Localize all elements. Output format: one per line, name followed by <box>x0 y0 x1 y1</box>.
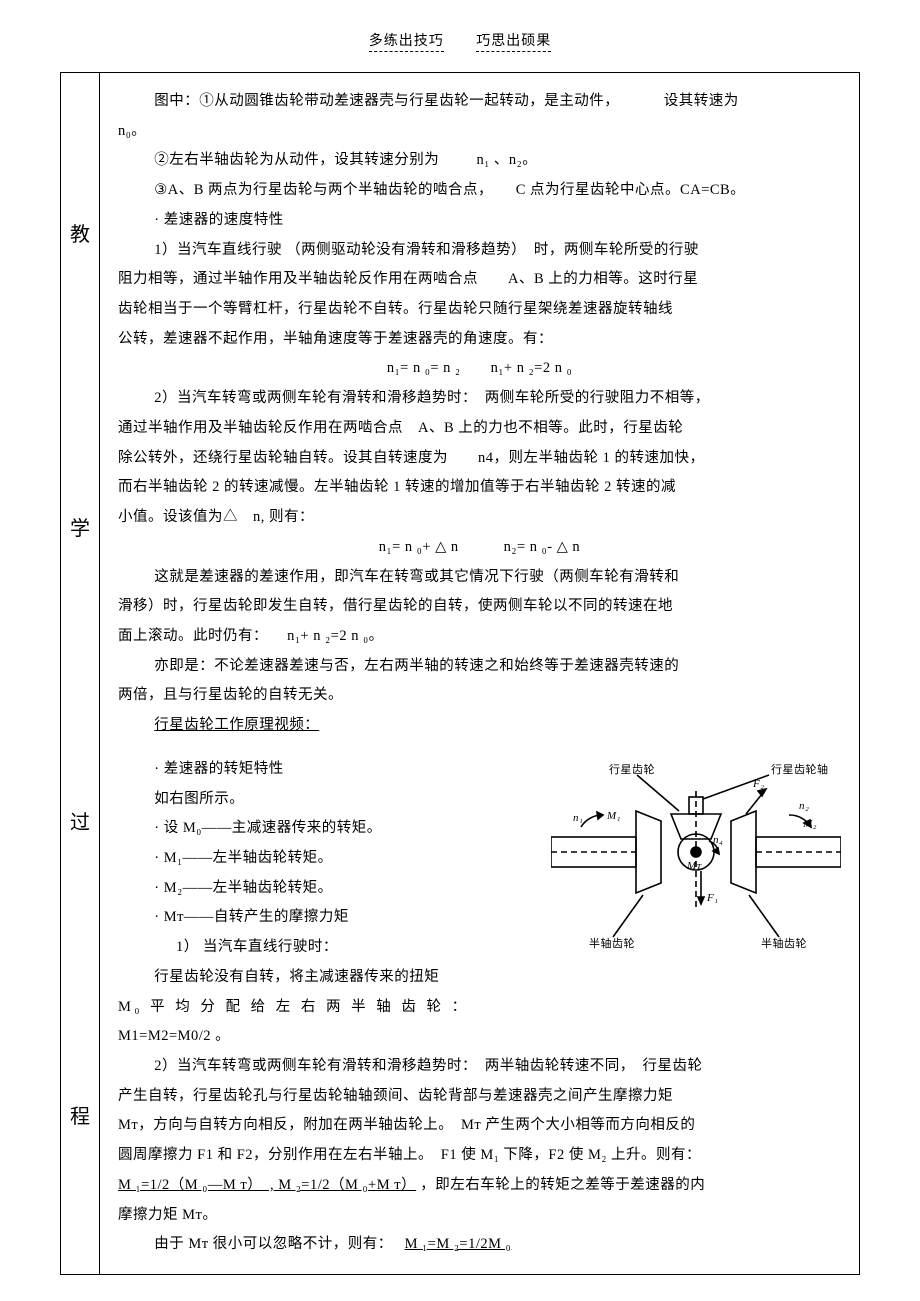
text: n₁ 、n₂。 <box>477 152 538 168</box>
paragraph: 摩擦力矩 Mᴛ。 <box>118 1201 841 1231</box>
paragraph: ②左右半轴齿轮为从动件，设其转速分别为 n₁ 、n₂。 <box>118 146 841 176</box>
paragraph: n₀。 <box>118 117 841 147</box>
label-F2: F₂ <box>752 778 765 790</box>
text: C 点为行星齿轮中心点。CA=CB。 <box>516 182 745 198</box>
label-M1: M₁ <box>606 810 621 822</box>
label-M2: M₂ <box>802 818 817 830</box>
label-half-gear-left: 半轴齿轮 <box>589 936 635 950</box>
sidebar-char-2: 学 <box>70 512 90 541</box>
paragraph: 而右半轴齿轮 2 的转速减慢。左半轴齿轮 1 转速的增加值等于右半轴齿轮 2 转… <box>118 473 841 503</box>
sidebar-char-4: 程 <box>70 1100 90 1129</box>
paragraph: 通过半轴作用及半轴齿轮反作用在两啮合点 A、B 上的力也不相等。此时，行星齿轮 <box>118 414 841 444</box>
label-planet-shaft: 行星齿轮轴 <box>771 762 829 776</box>
link-text: 行星齿轮工作原理视频： <box>154 717 319 733</box>
paragraph: 由于 Mᴛ 很小可以忽略不计，则有： M ₁=M ₂=1/2M ₀ <box>118 1230 841 1260</box>
paragraph: M ₁=1/2（M ₀—M ᴛ） , M ₂=1/2（M ₀+M ᴛ） ，即左右… <box>118 1171 841 1201</box>
paragraph: 阻力相等，通过半轴作用及半轴齿轮反作用在两啮合点 A、B 上的力相等。这时行星 <box>118 265 841 295</box>
paragraph: 圆周摩擦力 F1 和 F2，分别作用在左右半轴上。 F1 使 M₁ 下降，F2 … <box>118 1141 841 1171</box>
paragraph: 1）当汽车直线行驶 （两侧驱动轮没有滑转和滑移趋势） 时，两侧车轮所受的行驶 <box>118 236 841 266</box>
paragraph: 齿轮相当于一个等臂杠杆，行星齿轮不自转。行星齿轮只随行星架绕差速器旋转轴线 <box>118 295 841 325</box>
text: 图中：①从动圆锥齿轮带动差速器壳与行星齿轮一起转动，是主动件， <box>154 93 619 109</box>
label-MT: Mᴛ <box>686 860 702 872</box>
label-n4: n₄ <box>713 834 723 846</box>
body-column: 图中：①从动圆锥齿轮带动差速器壳与行星齿轮一起转动，是主动件， 设其转速为 n₀… <box>100 73 859 1274</box>
paragraph: 小值。设该值为△ n, 则有： <box>118 503 841 533</box>
sidebar-column: 教 学 过 程 <box>61 73 100 1274</box>
label-F1: F₁ <box>706 892 719 904</box>
label-half-gear-right: 半轴齿轮 <box>761 936 807 950</box>
sidebar-char-1: 教 <box>70 218 90 247</box>
diagram-section: 行星齿轮 行星齿轮轴 半轴齿轮 半轴齿轮 <box>118 755 841 1052</box>
text: ，即左右车轮上的转矩之差等于差速器的内 <box>420 1177 705 1193</box>
equation-underline: M ₁=M ₂=1/2M ₀ <box>405 1236 512 1252</box>
text: ②左右半轴齿轮为从动件，设其转速分别为 <box>154 152 439 168</box>
text: 由于 Mᴛ 很小可以忽略不计，则有： <box>154 1236 400 1252</box>
paragraph: M1=M2=M0/2 。 <box>118 1022 841 1052</box>
equation: n₁= n ₀= n ₂ n₁+ n ₂=2 n ₀ <box>118 354 841 384</box>
label-n2: n₂ <box>799 800 809 812</box>
paragraph: M₀ 平 均 分 配 给 左 右 两 半 轴 齿 轮 ： <box>118 993 841 1023</box>
paragraph: 除公转外，还绕行星齿轮轴自转。设其自转速度为 n4，则左半轴齿轮 1 的转速加快… <box>118 444 841 474</box>
label-n1: n₁ <box>573 812 583 824</box>
paragraph: 这就是差速器的差速作用，即汽车在转弯或其它情况下行驶（两侧车轮有滑转和 <box>118 563 841 593</box>
text: 设其转速为 <box>664 93 739 109</box>
paragraph: 2）当汽车转弯或两侧车轮有滑转和滑移趋势时： 两侧车轮所受的行驶阻力不相等， <box>118 384 841 414</box>
paragraph: 面上滚动。此时仍有： n₁+ n ₂=2 n ₀。 <box>118 622 841 652</box>
paragraph: 两倍，且与行星齿轮的自转无关。 <box>118 681 841 711</box>
content-table: 教 学 过 程 图中：①从动圆锥齿轮带动差速器壳与行星齿轮一起转动，是主动件， … <box>60 72 860 1275</box>
paragraph: 行星齿轮没有自转，将主减速器传来的扭矩 <box>118 963 841 993</box>
paragraph: 滑移）时，行星齿轮即发生自转，借行星齿轮的自转，使两侧车轮以不同的转速在地 <box>118 592 841 622</box>
differential-diagram: 行星齿轮 行星齿轮轴 半轴齿轮 半轴齿轮 <box>551 759 841 954</box>
paragraph: 图中：①从动圆锥齿轮带动差速器壳与行星齿轮一起转动，是主动件， 设其转速为 <box>118 87 841 117</box>
header-right: 巧思出硕果 <box>476 30 551 52</box>
paragraph: Mᴛ，方向与自转方向相反，附加在两半轴齿轮上。 Mᴛ 产生两个大小相等而方向相反… <box>118 1111 841 1141</box>
document-page: 多练出技巧 巧思出硕果 教 学 过 程 图中：①从动圆锥齿轮带动差速器壳与行星齿… <box>0 0 920 1301</box>
paragraph: 亦即是：不论差速器差速与否，左右两半轴的转速之和始终等于差速器壳转速的 <box>118 652 841 682</box>
equation-underline: M ₁=1/2（M ₀—M ᴛ） , M ₂=1/2（M ₀+M ᴛ） <box>118 1177 416 1193</box>
equation: n₁= n ₀+ △ n n₂= n ₀- △ n <box>118 533 841 563</box>
paragraph: 产生自转，行星齿轮孔与行星齿轮轴轴颈间、齿轮背部与差速器壳之间产生摩擦力矩 <box>118 1082 841 1112</box>
text: ③A、B 两点为行星齿轮与两个半轴齿轮的啮合点， <box>154 182 493 198</box>
paragraph: 2）当汽车转弯或两侧车轮有滑转和滑移趋势时： 两半轴齿轮转速不同， 行星齿轮 <box>118 1052 841 1082</box>
page-header: 多练出技巧 巧思出硕果 <box>60 30 860 52</box>
video-link[interactable]: 行星齿轮工作原理视频： <box>118 711 841 741</box>
label-planet-gear: 行星齿轮 <box>609 762 655 776</box>
header-left: 多练出技巧 <box>369 30 444 52</box>
paragraph: ③A、B 两点为行星齿轮与两个半轴齿轮的啮合点， C 点为行星齿轮中心点。CA=… <box>118 176 841 206</box>
paragraph: 公转，差速器不起作用，半轴角速度等于差速器壳的角速度。有： <box>118 325 841 355</box>
sidebar-char-3: 过 <box>70 806 90 835</box>
spacer <box>118 741 841 755</box>
paragraph: · 差速器的速度特性 <box>118 206 841 236</box>
